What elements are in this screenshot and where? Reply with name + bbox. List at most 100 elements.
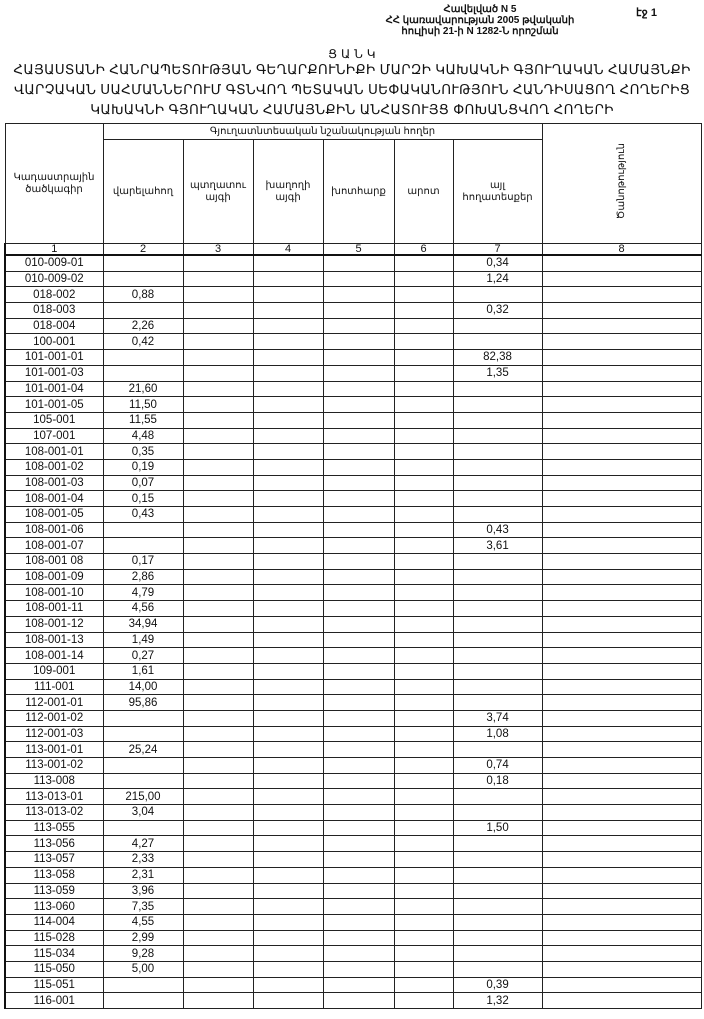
area-cell: 11,55	[102, 411, 184, 429]
col-header-arable: վարելահող	[102, 139, 184, 244]
area-cell	[182, 913, 254, 931]
area-cell	[541, 333, 702, 351]
area-cell	[393, 945, 454, 962]
area-cell	[102, 725, 184, 743]
column-number: 1	[4, 243, 104, 256]
area-cell	[182, 662, 254, 680]
area-cell: 1,50	[452, 819, 543, 837]
area-cell	[182, 537, 254, 555]
area-cell	[393, 254, 454, 272]
table-row: 113-013-01 215,00	[4, 788, 702, 806]
area-cell	[452, 866, 543, 884]
area-cell	[182, 898, 254, 915]
area-cell	[452, 694, 543, 711]
area-cell	[393, 976, 454, 994]
area-cell	[322, 851, 395, 868]
area-cell	[182, 757, 254, 774]
area-cell	[393, 600, 454, 617]
area-cell	[252, 976, 324, 994]
area-cell	[182, 772, 254, 790]
area-cell	[322, 615, 395, 633]
area-cell	[102, 270, 184, 288]
area-cell	[182, 286, 254, 304]
area-cell	[252, 474, 324, 492]
area-cell	[322, 694, 395, 711]
cadastral-code-cell: 111-001	[4, 678, 104, 696]
area-cell	[322, 804, 395, 821]
area-cell: 0,27	[102, 647, 184, 664]
area-cell	[322, 458, 395, 476]
area-cell	[541, 600, 702, 617]
area-cell: 1,61	[102, 662, 184, 680]
area-cell	[541, 866, 702, 884]
area-cell: 0,43	[102, 506, 184, 523]
area-cell	[252, 788, 324, 806]
area-cell	[541, 631, 702, 649]
area-cell	[322, 788, 395, 806]
area-cell	[452, 788, 543, 806]
col-header-vineyard: խաղողի այգի	[252, 139, 324, 244]
area-cell: 4,79	[102, 584, 184, 602]
area-cell	[452, 474, 543, 492]
area-cell	[393, 851, 454, 868]
table-row: 100-001 0,42	[4, 333, 702, 351]
area-cell	[252, 521, 324, 539]
area-cell: 0,15	[102, 490, 184, 507]
col-header-other: այլ հողատեսքեր	[452, 139, 543, 244]
area-cell	[541, 678, 702, 696]
area-cell	[322, 506, 395, 523]
area-cell	[541, 976, 702, 994]
cadastral-code-cell: 113-013-01	[4, 788, 104, 806]
area-cell	[252, 537, 324, 555]
area-cell	[393, 553, 454, 570]
area-cell	[393, 458, 454, 476]
area-cell: 1,35	[452, 364, 543, 382]
area-cell	[541, 506, 702, 523]
area-cell	[541, 396, 702, 413]
area-cell	[541, 615, 702, 633]
area-cell	[393, 772, 454, 790]
area-cell	[322, 662, 395, 680]
area-cell	[322, 647, 395, 664]
area-cell	[541, 568, 702, 586]
area-cell	[541, 270, 702, 288]
cadastral-code-cell: 113-013-02	[4, 804, 104, 821]
col-header-hayfield: խոտհարք	[322, 139, 395, 244]
area-cell	[452, 929, 543, 947]
cadastral-code-cell: 108-001-07	[4, 537, 104, 555]
area-cell	[322, 364, 395, 382]
area-cell: 34,94	[102, 615, 184, 633]
area-cell	[252, 929, 324, 947]
area-cell	[541, 709, 702, 727]
cadastral-code-cell: 108-001-02	[4, 458, 104, 476]
area-cell	[322, 960, 395, 978]
area-cell	[252, 741, 324, 758]
area-cell	[322, 553, 395, 570]
area-cell	[393, 741, 454, 758]
area-cell: 7,35	[102, 898, 184, 915]
table-row: 108-001-10 4,79	[4, 584, 702, 602]
area-cell	[393, 474, 454, 492]
column-number: 2	[102, 243, 184, 256]
area-cell: 95,86	[102, 694, 184, 711]
cadastral-code-cell: 108-001-06	[4, 521, 104, 539]
area-cell	[182, 254, 254, 272]
area-cell	[252, 615, 324, 633]
area-cell	[252, 694, 324, 711]
area-cell	[182, 678, 254, 696]
area-cell	[452, 615, 543, 633]
area-cell	[322, 443, 395, 460]
area-cell	[393, 819, 454, 837]
area-cell	[393, 537, 454, 555]
table-row: 105-001 11,55	[4, 411, 702, 429]
area-cell: 11,50	[102, 396, 184, 413]
table-row: 113-008 0,18	[4, 772, 702, 790]
area-cell	[393, 427, 454, 445]
area-cell	[182, 882, 254, 900]
area-cell	[102, 819, 184, 837]
area-cell	[541, 741, 702, 758]
area-cell	[252, 851, 324, 868]
area-cell	[322, 254, 395, 272]
area-cell	[182, 647, 254, 664]
cadastral-code-cell: 108-001-14	[4, 647, 104, 664]
